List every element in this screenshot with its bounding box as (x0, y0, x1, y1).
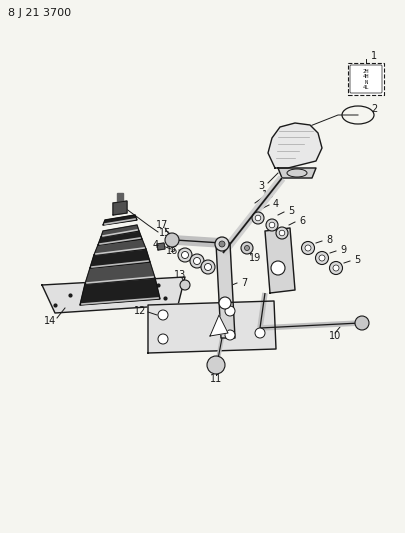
Polygon shape (215, 243, 234, 338)
Circle shape (224, 306, 234, 316)
Polygon shape (148, 301, 275, 353)
Polygon shape (42, 277, 185, 313)
Polygon shape (98, 231, 142, 245)
Circle shape (318, 255, 324, 261)
Text: 4: 4 (272, 199, 278, 209)
Text: 5: 5 (168, 244, 175, 254)
Circle shape (252, 212, 263, 224)
Polygon shape (267, 123, 321, 168)
Circle shape (218, 297, 230, 309)
Polygon shape (90, 249, 149, 268)
Polygon shape (277, 168, 315, 178)
Text: 7: 7 (240, 278, 247, 288)
Polygon shape (85, 262, 155, 284)
Text: 3: 3 (257, 181, 263, 191)
Circle shape (301, 241, 314, 254)
Circle shape (275, 227, 287, 239)
Circle shape (315, 252, 328, 264)
Polygon shape (80, 278, 160, 305)
Text: 18: 18 (261, 190, 273, 200)
Polygon shape (101, 225, 139, 237)
Circle shape (164, 233, 179, 247)
Text: 9: 9 (339, 245, 345, 255)
Text: 5: 5 (287, 206, 293, 216)
Circle shape (204, 263, 211, 271)
Polygon shape (117, 193, 123, 201)
Circle shape (190, 254, 203, 268)
Polygon shape (157, 243, 164, 250)
Text: N: N (363, 79, 367, 85)
Text: 16: 16 (166, 246, 178, 256)
Circle shape (179, 280, 190, 290)
Circle shape (354, 316, 368, 330)
Text: 4H: 4H (362, 74, 368, 79)
Text: 2: 2 (370, 104, 376, 114)
Circle shape (207, 356, 224, 374)
FancyBboxPatch shape (347, 63, 383, 95)
Circle shape (158, 310, 168, 320)
Text: 6: 6 (298, 216, 304, 226)
Text: 8 J 21 3700: 8 J 21 3700 (8, 8, 71, 18)
Polygon shape (209, 315, 228, 336)
Text: 11: 11 (209, 374, 222, 384)
Polygon shape (264, 228, 294, 293)
Circle shape (177, 248, 192, 262)
Circle shape (241, 242, 252, 254)
Text: 6: 6 (179, 250, 185, 260)
Circle shape (269, 222, 274, 228)
Text: 5: 5 (353, 255, 359, 265)
Text: 10: 10 (328, 331, 340, 341)
Circle shape (254, 328, 264, 338)
Circle shape (279, 230, 284, 236)
Polygon shape (94, 239, 146, 255)
Circle shape (255, 215, 260, 221)
Text: 17: 17 (156, 220, 168, 230)
Circle shape (244, 246, 249, 251)
FancyBboxPatch shape (349, 65, 381, 93)
Text: 1: 1 (370, 51, 376, 61)
Circle shape (224, 330, 234, 340)
Circle shape (215, 237, 228, 251)
Circle shape (181, 252, 188, 259)
Text: 2H: 2H (362, 69, 368, 74)
Text: 19: 19 (248, 253, 260, 263)
Circle shape (332, 265, 338, 271)
Circle shape (193, 257, 200, 264)
Text: 4L: 4L (362, 85, 368, 90)
Text: 8: 8 (325, 235, 331, 245)
Circle shape (200, 260, 215, 274)
Circle shape (158, 334, 168, 344)
Text: 15: 15 (158, 228, 171, 238)
Text: 14: 14 (44, 316, 56, 326)
Circle shape (218, 241, 224, 247)
Text: 12: 12 (134, 306, 146, 316)
Circle shape (329, 262, 342, 274)
Text: 4: 4 (153, 240, 159, 250)
Circle shape (265, 219, 277, 231)
Polygon shape (113, 201, 127, 215)
Circle shape (304, 245, 310, 251)
Circle shape (270, 261, 284, 275)
Text: 13: 13 (173, 270, 185, 280)
Polygon shape (103, 215, 136, 225)
